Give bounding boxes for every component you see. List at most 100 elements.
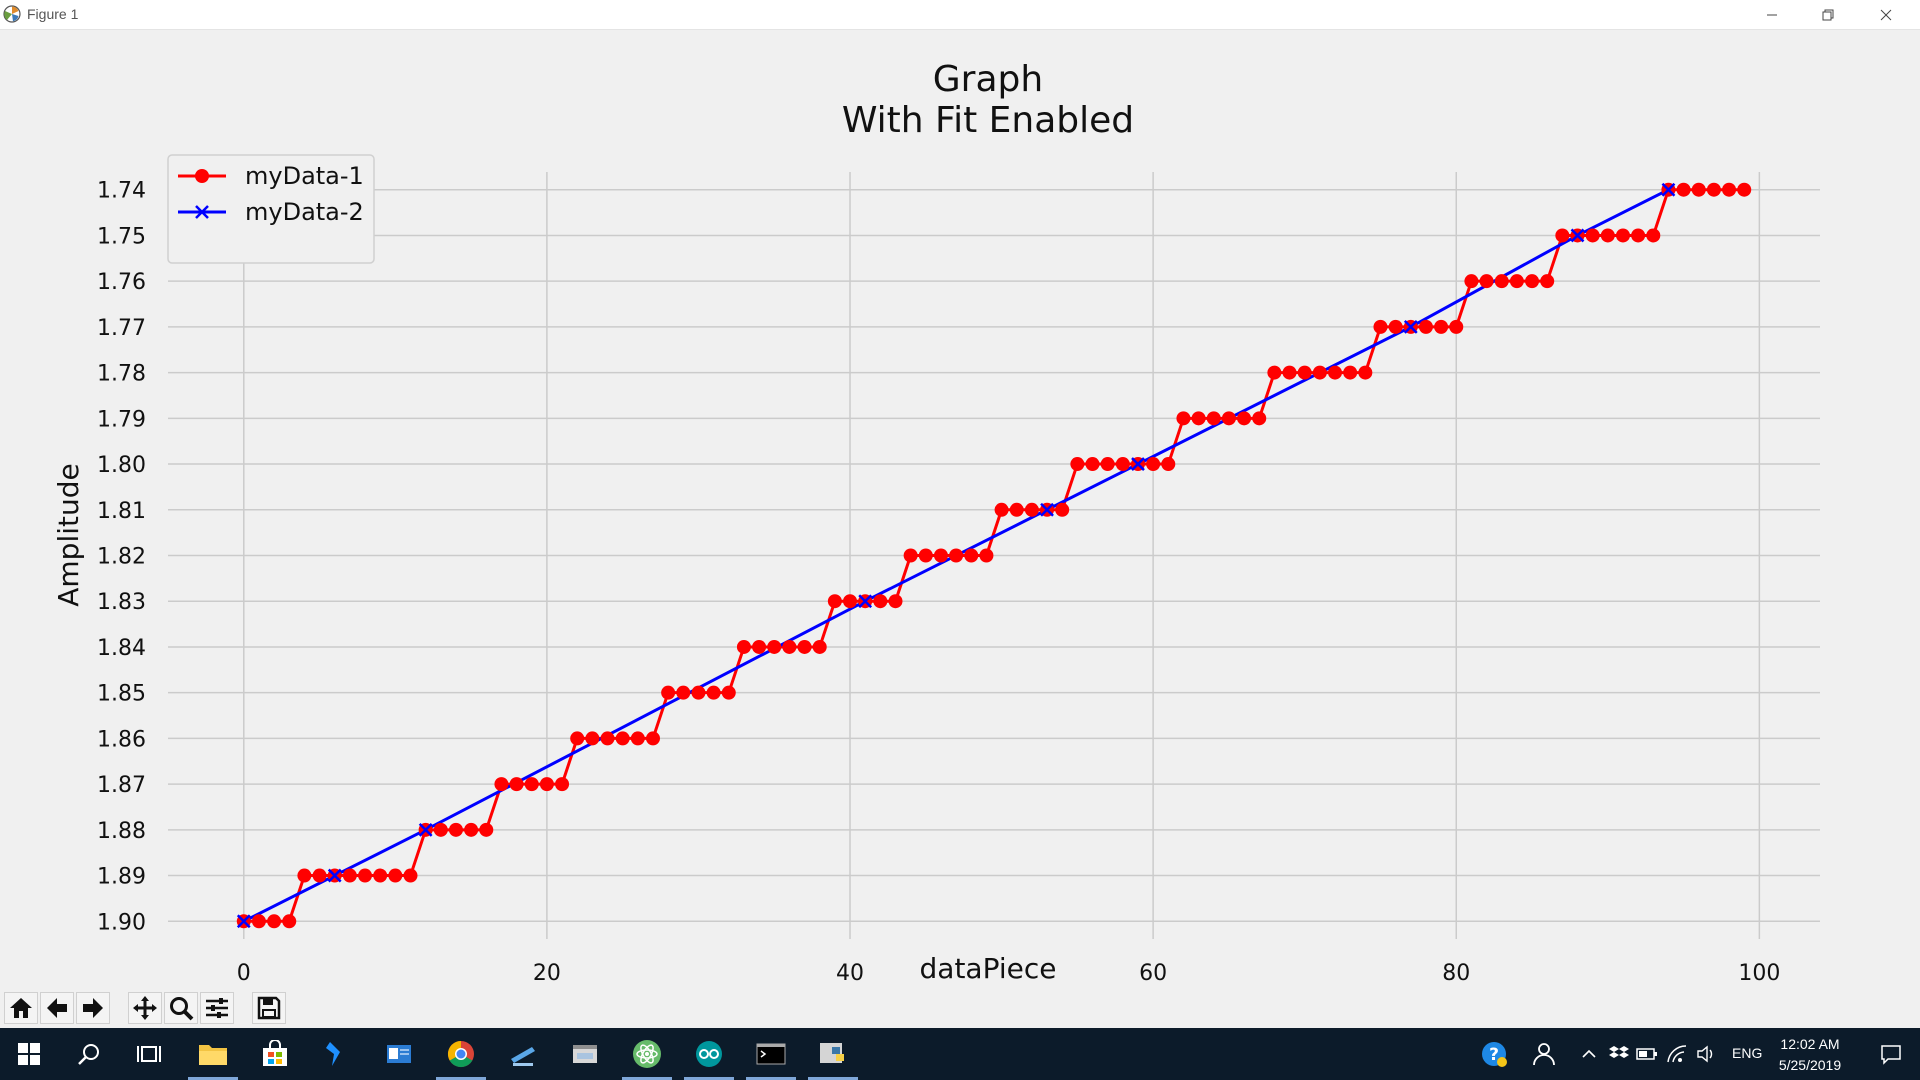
y-tick-label: 1.84	[97, 636, 146, 661]
data-point-mydata-1	[994, 502, 1009, 517]
tray-volume[interactable]	[1692, 1028, 1722, 1080]
taskbar-generic-app[interactable]	[556, 1028, 614, 1080]
arrow-left-icon	[47, 998, 67, 1018]
figure-canvas[interactable]: 0 20 40 60 80 100 1.74 1.75 1.76 1.77 1.78 1.79 1.8…	[0, 30, 1920, 988]
tray-help[interactable]: ?	[1464, 1028, 1524, 1080]
legend-label-mydata-1: myData-1	[245, 162, 364, 190]
x-tick-label: 40	[836, 961, 864, 986]
data-point-mydata-1	[1722, 182, 1737, 197]
configure-subplots-button[interactable]	[200, 992, 234, 1024]
y-tick-label: 1.75	[97, 224, 146, 249]
data-point-mydata-1	[1282, 365, 1297, 380]
chart-subtitle: With Fit Enabled	[842, 100, 1134, 141]
tray-show-hidden[interactable]	[1572, 1028, 1606, 1080]
y-tick-label: 1.76	[97, 270, 146, 295]
data-point-mydata-1	[1691, 182, 1706, 197]
data-point-mydata-1	[827, 594, 842, 609]
y-tick-label: 1.83	[97, 590, 146, 615]
data-point-mydata-1	[767, 639, 782, 654]
tray-language[interactable]: ENG	[1732, 1045, 1763, 1061]
data-point-mydata-1	[1312, 365, 1327, 380]
zoom-button[interactable]	[164, 992, 198, 1024]
data-point-mydata-1	[524, 777, 539, 792]
data-point-mydata-1	[1646, 228, 1661, 243]
task-view-button[interactable]	[120, 1028, 178, 1080]
tray-people[interactable]	[1514, 1028, 1574, 1080]
task-view-icon	[137, 1046, 161, 1062]
data-point-mydata-1	[706, 685, 721, 700]
tray-clock[interactable]: 12:02 AM 5/25/2019	[1770, 1031, 1850, 1077]
taskbar-atom[interactable]	[618, 1028, 676, 1080]
taskbar-outlook[interactable]	[370, 1028, 428, 1080]
x-axis-label: dataPiece	[920, 952, 1057, 985]
chrome-icon	[447, 1040, 474, 1068]
move-icon	[133, 996, 157, 1020]
data-point-mydata-1	[373, 868, 388, 883]
home-button[interactable]	[4, 992, 38, 1024]
data-point-mydata-1	[1555, 228, 1570, 243]
save-button[interactable]	[252, 992, 286, 1024]
taskbar-command-prompt[interactable]	[742, 1028, 800, 1080]
data-point-mydata-1	[1615, 228, 1630, 243]
tray-dropbox[interactable]	[1604, 1028, 1634, 1080]
action-center-button[interactable]	[1862, 1028, 1920, 1080]
y-tick-label: 1.78	[97, 362, 146, 387]
data-point-mydata-1	[600, 731, 615, 746]
data-point-mydata-1	[570, 731, 585, 746]
y-tick-labels: 1.74 1.75 1.76 1.77 1.78 1.79 1.80 1.81 1.82 1.83…	[97, 179, 146, 936]
data-point-mydata-1	[1525, 274, 1540, 289]
data-point-mydata-1	[1600, 228, 1615, 243]
data-point-mydata-1	[903, 548, 918, 563]
magnifier-icon	[170, 997, 194, 1021]
taskbar-python[interactable]	[804, 1028, 862, 1080]
taskbar-remote-desktop[interactable]	[494, 1028, 552, 1080]
restore-button[interactable]	[1800, 0, 1856, 29]
tray-battery[interactable]	[1632, 1028, 1662, 1080]
data-point-mydata-1	[645, 731, 660, 746]
minimize-button[interactable]	[1744, 0, 1800, 29]
window-title: Figure 1	[27, 6, 79, 22]
data-point-mydata-1	[555, 777, 570, 792]
close-button[interactable]	[1858, 0, 1914, 29]
monitor-icon	[511, 1047, 535, 1066]
taskbar-chrome[interactable]	[432, 1028, 490, 1080]
forward-button[interactable]	[76, 992, 110, 1024]
data-point-mydata-2	[327, 868, 342, 883]
speaker-icon	[1697, 1045, 1713, 1063]
pan-button[interactable]	[128, 992, 162, 1024]
data-point-mydata-1	[494, 777, 509, 792]
back-button[interactable]	[40, 992, 74, 1024]
data-point-mydata-1	[1737, 182, 1752, 197]
data-point-mydata-1	[873, 594, 888, 609]
sliders-icon	[206, 998, 228, 1018]
y-tick-label: 1.86	[97, 727, 146, 752]
x-tick-label: 20	[533, 961, 561, 986]
y-tick-label: 1.90	[97, 910, 146, 935]
data-point-mydata-2	[1131, 457, 1145, 471]
minimize-icon	[1767, 14, 1777, 15]
taskbar-visual-studio[interactable]	[308, 1028, 366, 1080]
taskbar-arduino[interactable]	[680, 1028, 738, 1080]
data-point-mydata-1	[585, 731, 600, 746]
data-point-mydata-1	[1100, 457, 1115, 472]
data-point-mydata-1	[388, 868, 403, 883]
x-tick-label: 0	[237, 961, 251, 986]
data-point-mydata-1	[933, 548, 948, 563]
python-icon	[820, 1043, 844, 1063]
data-point-mydata-1	[1115, 457, 1130, 472]
taskbar-store[interactable]	[246, 1028, 304, 1080]
data-point-mydata-1	[448, 822, 463, 837]
data-point-mydata-1	[1085, 457, 1100, 472]
y-tick-label: 1.81	[97, 499, 146, 524]
tray-wifi[interactable]	[1662, 1028, 1692, 1080]
data-point-mydata-2	[1403, 320, 1418, 334]
data-point-mydata-1	[615, 731, 630, 746]
start-button[interactable]	[0, 1028, 58, 1080]
taskbar: ? ENG 12:02 AM 5/25/2019	[0, 1028, 1920, 1080]
search-button[interactable]	[60, 1028, 118, 1080]
y-axis-label: Amplitude	[52, 463, 85, 607]
taskbar-file-explorer[interactable]	[184, 1028, 242, 1080]
data-point-mydata-1	[1388, 319, 1403, 334]
y-tick-label: 1.89	[97, 865, 146, 890]
floppy-icon	[257, 996, 281, 1020]
